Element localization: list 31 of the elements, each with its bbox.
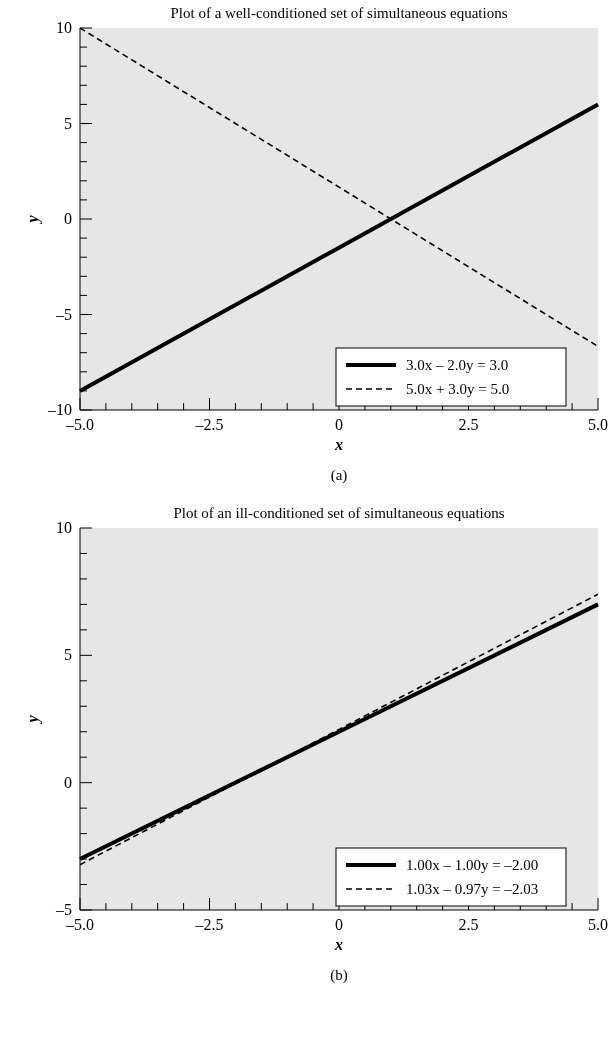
- legend-label: 3.0x – 2.0y = 3.0: [406, 357, 509, 373]
- y-tick-label: –5: [55, 305, 72, 323]
- x-tick-label: –5.0: [65, 416, 94, 433]
- x-tick-label: 0: [335, 416, 343, 433]
- y-tick-label: –5: [55, 901, 72, 918]
- y-tick-label: 0: [64, 773, 72, 791]
- y-tick-label: 5: [64, 646, 72, 664]
- y-tick-label: 5: [64, 114, 72, 132]
- x-tick-label: –2.5: [194, 416, 224, 433]
- x-axis-title: x: [334, 436, 343, 453]
- y-axis-title: y: [24, 214, 42, 225]
- legend-label: 5.0x + 3.0y = 5.0: [406, 381, 510, 397]
- x-tick-label: 0: [335, 916, 343, 933]
- chart-title: Plot of an ill-conditioned set of simultaneous equations: [173, 505, 505, 521]
- text: (a): [330, 467, 348, 484]
- x-tick-label: 5.0: [588, 916, 608, 933]
- y-tick-label: 10: [56, 19, 72, 36]
- text: (b): [330, 967, 348, 984]
- legend-label: 1.03x – 0.97y = –2.03: [406, 881, 539, 897]
- x-tick-label: 5.0: [588, 416, 608, 433]
- y-tick-label: 10: [56, 519, 72, 536]
- y-tick-label: –10: [47, 401, 72, 418]
- chart-title: Plot of a well-conditioned set of simultaneous equations: [170, 5, 508, 21]
- x-tick-label: 2.5: [458, 916, 479, 933]
- x-tick-label: –5.0: [65, 916, 94, 933]
- legend-label: 1.00x – 1.00y = –2.00: [406, 857, 539, 873]
- x-tick-label: 2.5: [458, 416, 479, 433]
- x-tick-label: –2.5: [194, 916, 224, 933]
- x-axis-title: x: [334, 936, 343, 953]
- y-axis-title: y: [24, 714, 42, 725]
- y-tick-label: 0: [64, 210, 72, 227]
